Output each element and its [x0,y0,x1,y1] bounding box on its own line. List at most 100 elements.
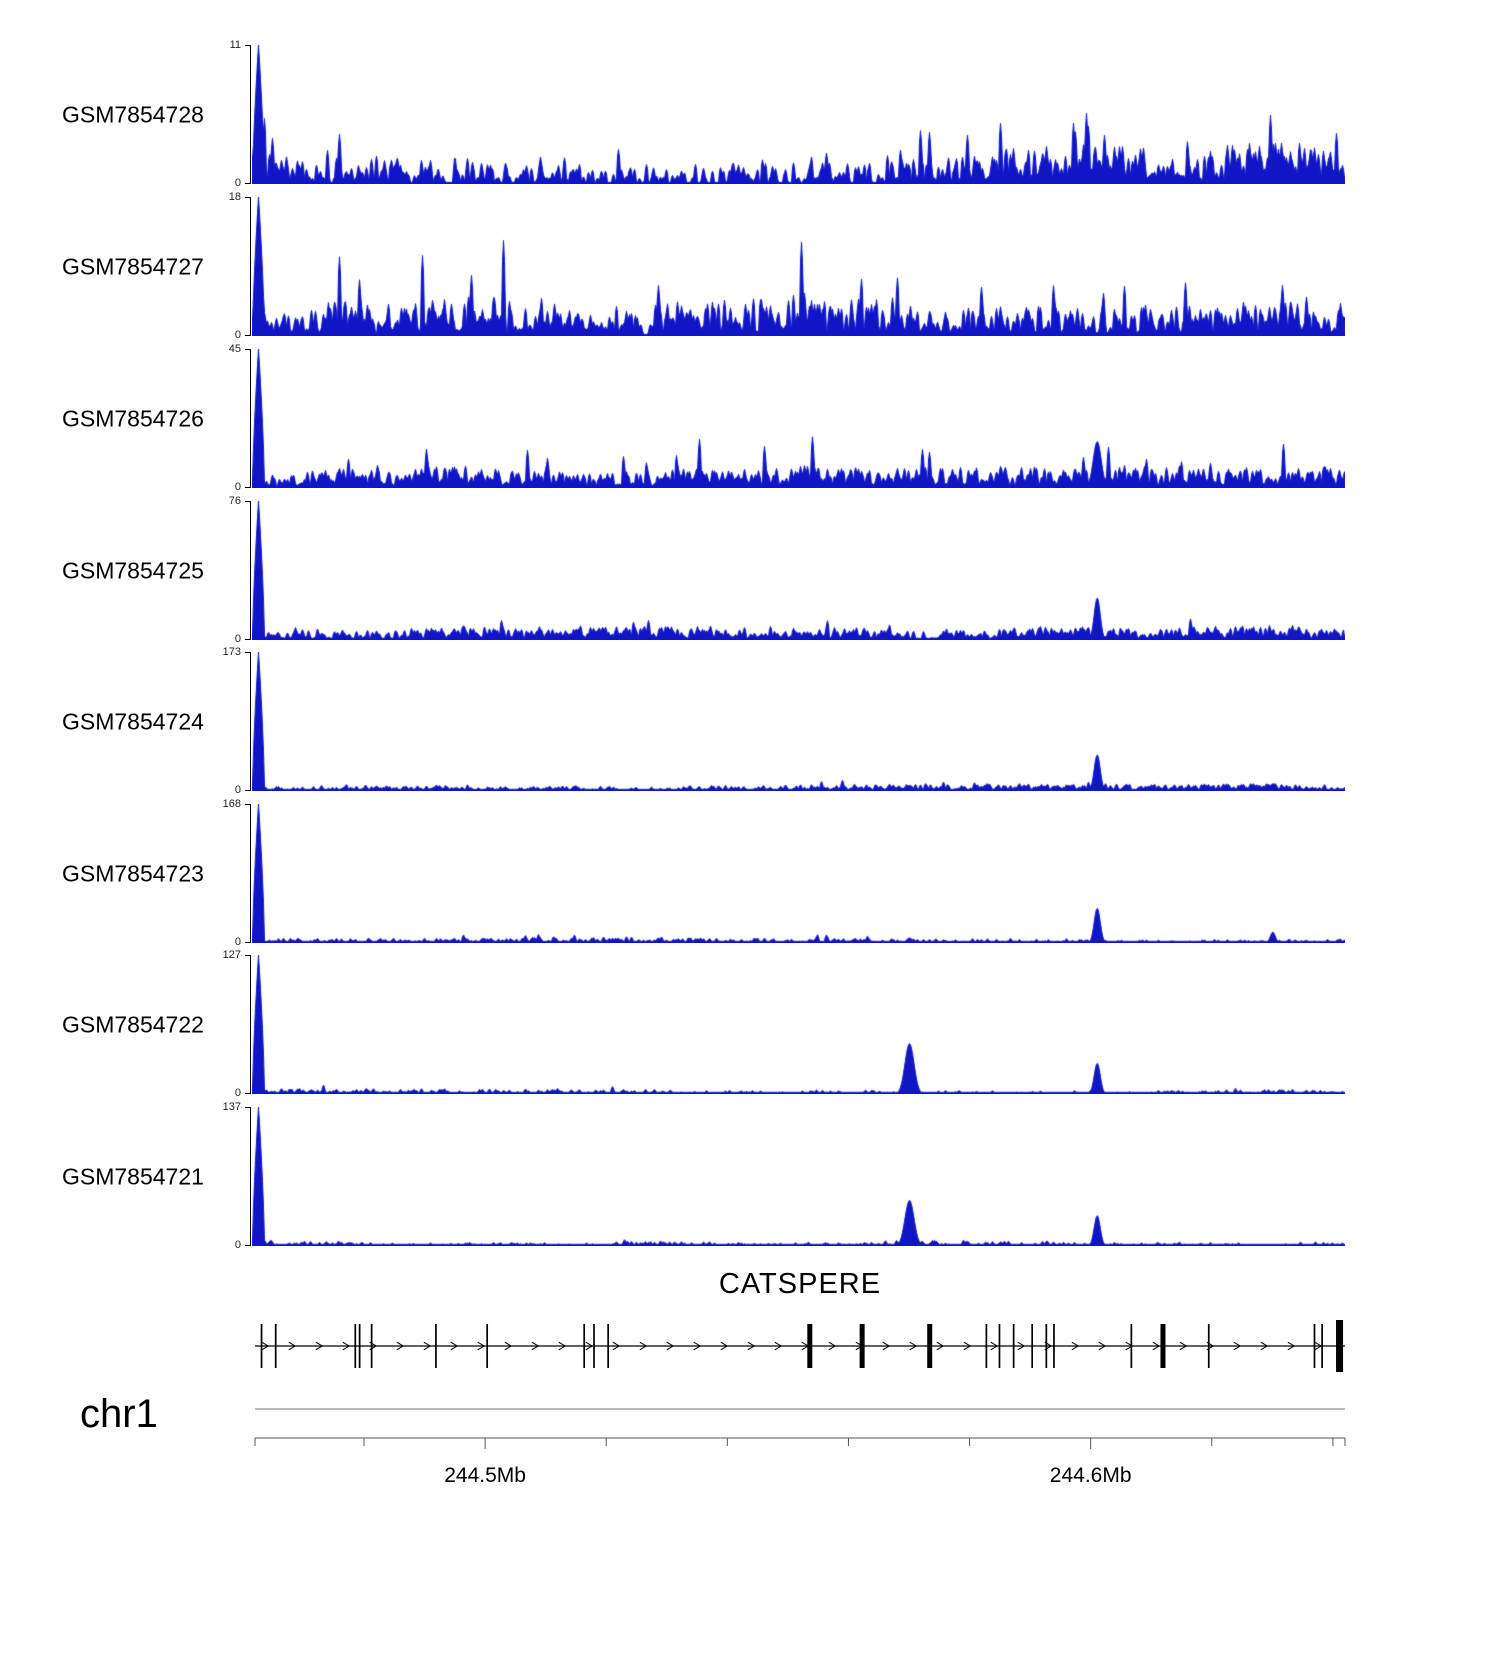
y-axis-tick [245,501,251,502]
y-axis-tick [245,1093,251,1094]
track-label: GSM7854725 [62,557,204,583]
strand-direction-arrow-icon [774,1341,783,1351]
y-axis-tick [245,652,251,653]
gene-exon [1130,1324,1133,1368]
signal-area [252,804,1345,943]
gene-exon [985,1324,988,1368]
strand-direction-arrow-icon [1287,1341,1296,1351]
y-axis-tick [245,487,251,488]
strand-direction-arrow-icon [342,1341,351,1351]
strand-direction-arrow-icon [558,1341,567,1351]
signal-track-GSM7854721: GSM7854721 137 0 [0,1102,1500,1251]
strand-direction-arrow-icon [990,1341,999,1351]
strand-direction-arrow-icon [423,1341,432,1351]
strand-direction-arrow-icon [1098,1341,1107,1351]
gene-exon [358,1324,361,1368]
gene-exon [1313,1324,1316,1368]
track-label: GSM7854724 [62,708,204,734]
strand-direction-arrow-icon [396,1341,405,1351]
strand-direction-arrow-icon [477,1341,486,1351]
y-axis-max-label: 173 [222,646,241,658]
gene-exon [859,1324,865,1368]
y-axis-tick [245,349,251,350]
y-axis-line [250,955,251,1094]
y-axis-tick [245,955,251,956]
gene-exon [1045,1324,1048,1368]
strand-direction-arrow-icon [936,1341,945,1351]
strand-direction-arrow-icon [1260,1341,1269,1351]
y-axis-max-label: 168 [222,798,241,810]
strand-direction-arrow-icon [747,1341,756,1351]
track-label: GSM7854721 [62,1163,204,1189]
strand-direction-arrow-icon [1314,1341,1323,1351]
strand-direction-arrow-icon [666,1341,675,1351]
y-axis-max-label: 11 [229,39,241,51]
y-axis-tick [245,183,251,184]
axis-tick-label: 244.5Mb [444,1464,526,1487]
genome-axis: 244.5Mb 244.6Mb [254,1408,1346,1487]
y-axis-max-label: 137 [222,1101,241,1113]
gene-exon [435,1324,437,1368]
track-label: GSM7854726 [62,405,204,431]
gene-name-label: CATSPERE [718,1268,882,1300]
y-axis-line [250,349,251,488]
signal-track-GSM7854728: GSM7854728 11 0 [0,40,1500,189]
strand-direction-arrow-icon [639,1341,648,1351]
signal-area [252,197,1345,336]
strand-direction-arrow-icon [450,1341,459,1351]
signal-track-GSM7854726: GSM7854726 45 0 [0,344,1500,493]
strand-direction-arrow-icon [531,1341,540,1351]
signal-area [252,349,1345,488]
gene-exon [1031,1324,1034,1368]
strand-direction-arrow-icon [1071,1341,1080,1351]
y-axis-tick [245,1245,251,1246]
signal-area [252,652,1345,791]
track-label: GSM7854728 [62,101,204,127]
y-axis-tick [245,45,251,46]
gene-exon [1012,1324,1015,1368]
y-axis-zero-label: 0 [234,784,241,796]
y-axis-max-label: 127 [222,949,241,961]
y-axis-tick [245,1107,251,1108]
y-axis-tick [245,639,251,640]
y-axis-max-label: 45 [228,343,241,355]
strand-direction-arrow-icon [882,1341,891,1351]
track-label: GSM7854723 [62,860,204,886]
y-axis-line [250,45,251,184]
gene-exon [370,1324,373,1368]
y-axis-zero-label: 0 [234,329,241,341]
gene-exon [607,1324,610,1368]
y-axis-line [250,804,251,943]
strand-direction-arrow-icon [585,1341,594,1351]
gene-exon [260,1324,263,1368]
y-axis-zero-label: 0 [234,1087,241,1099]
strand-direction-arrow-icon [963,1341,972,1351]
y-axis-tick [245,804,251,805]
y-axis-tick [245,942,251,943]
axis-tick-label: 244.6Mb [1050,1464,1132,1487]
chromosome-label: chr1 [80,1392,158,1436]
y-axis-zero-label: 0 [234,481,241,493]
strand-direction-arrow-icon [1233,1341,1242,1351]
y-axis-tick [245,197,251,198]
signal-track-GSM7854723: GSM7854723 168 0 [0,799,1500,948]
gene-exon [354,1324,357,1368]
strand-direction-arrow-icon [720,1341,729,1351]
signal-area [252,501,1345,640]
gene-exon [807,1324,813,1368]
strand-direction-arrow-icon [288,1341,297,1351]
strand-direction-arrow-icon [1017,1341,1026,1351]
y-axis-zero-label: 0 [234,1239,241,1251]
track-label: GSM7854727 [62,253,204,279]
gene-exon [593,1324,595,1368]
strand-direction-arrow-icon [1152,1341,1161,1351]
y-axis-tick [245,335,251,336]
y-axis-tick [245,790,251,791]
gene-exon [1321,1324,1323,1368]
gene-exon [274,1324,277,1368]
signal-track-GSM7854722: GSM7854722 127 0 [0,950,1500,1099]
strand-direction-arrow-icon [261,1341,270,1351]
signal-track-GSM7854724: GSM7854724 173 0 [0,647,1500,796]
y-axis-zero-label: 0 [234,633,241,645]
